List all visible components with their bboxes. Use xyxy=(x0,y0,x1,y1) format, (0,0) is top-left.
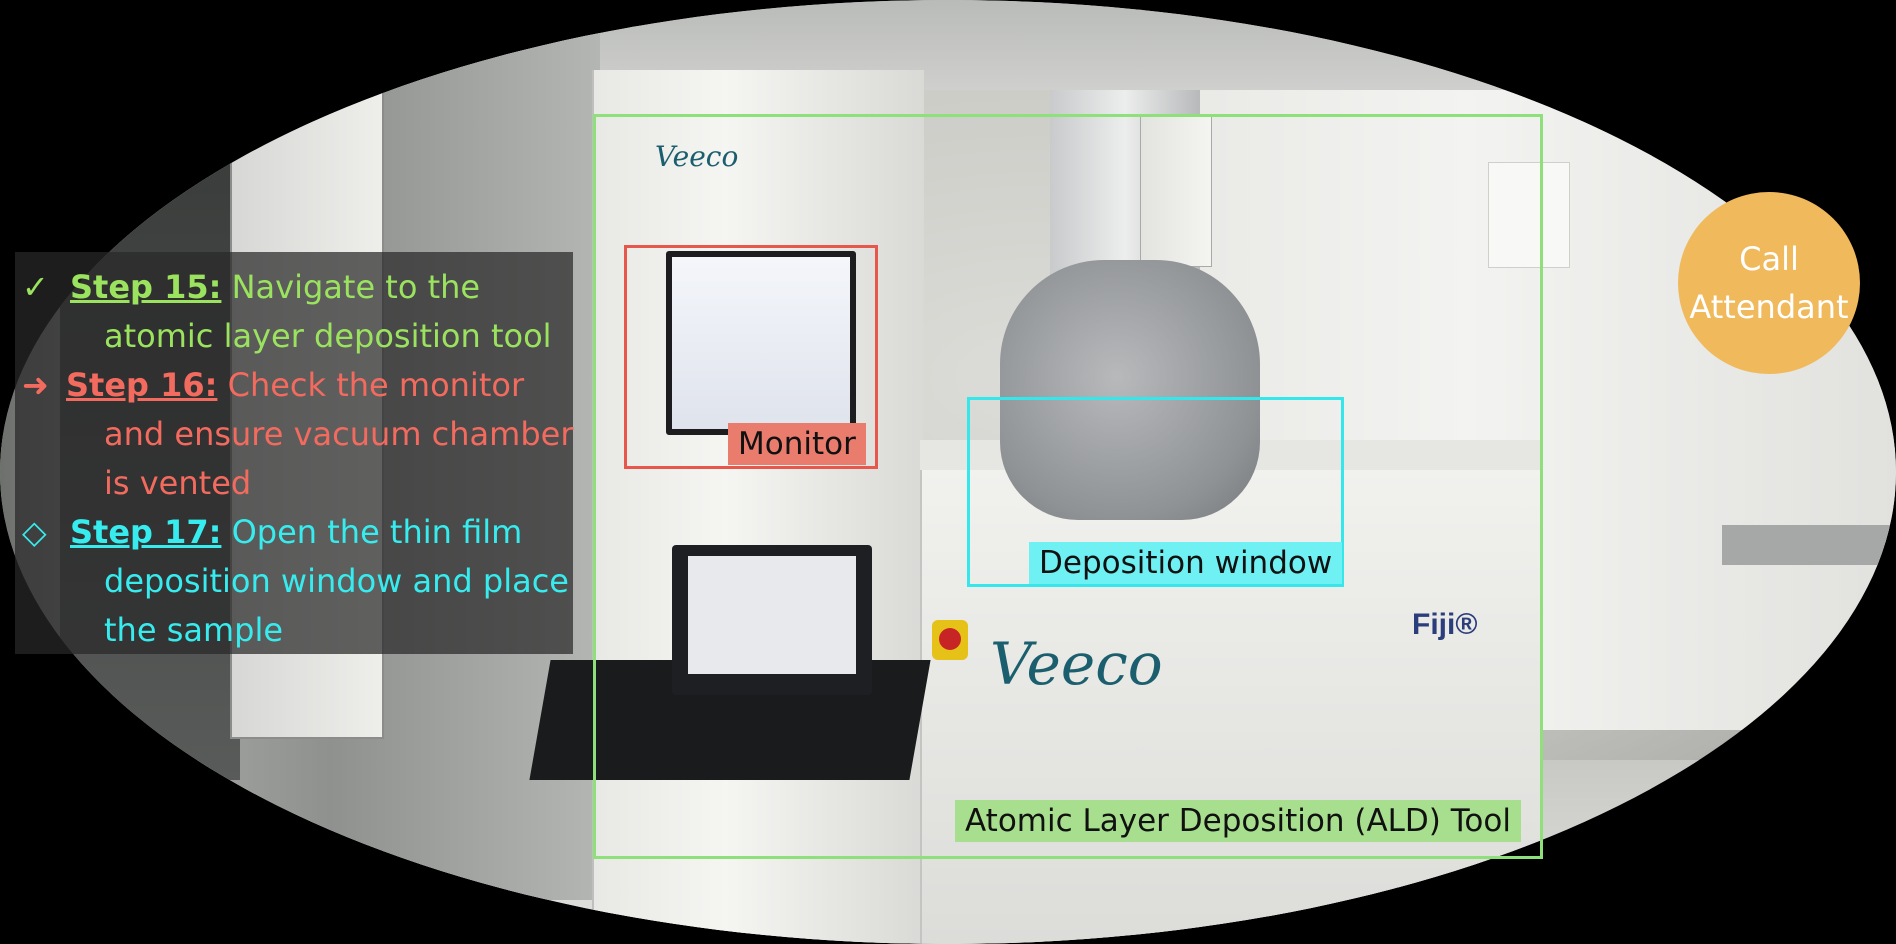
step-16-text-line3: is vented xyxy=(104,464,252,502)
vacuum-chamber xyxy=(1000,260,1260,520)
ald-tool-highlight-box[interactable] xyxy=(593,114,1543,859)
fiji-model-label: Fiji® xyxy=(1412,608,1478,641)
control-box xyxy=(1140,115,1212,267)
emergency-stop-button xyxy=(932,620,968,660)
veeco-logo-large: Veeco xyxy=(990,630,1163,698)
step-17: ◇ Step 17: Open the thin film deposition… xyxy=(22,508,569,655)
step-17-text-line3: the sample xyxy=(104,611,284,649)
step-17-text-line2: deposition window and place xyxy=(104,562,569,600)
diamond-icon: ◇ xyxy=(22,513,47,551)
step-16-text-line2: and ensure vacuum chamber xyxy=(104,415,574,453)
instruction-steps-panel xyxy=(15,252,573,654)
wall-notice-paper xyxy=(1488,162,1570,268)
step-15-text-line2: atomic layer deposition tool xyxy=(104,317,552,355)
step-15-heading: Step 15: xyxy=(70,268,222,306)
step-15: ✓ Step 15: Navigate to the atomic layer … xyxy=(22,263,552,361)
step-16: ➜ Step 16: Check the monitor and ensure … xyxy=(22,361,573,508)
step-16-heading: Step 16: xyxy=(66,366,218,404)
call-attendant-button[interactable]: Call Attendant xyxy=(1678,192,1860,374)
arrow-right-icon: ➜ xyxy=(22,366,49,404)
step-17-heading: Step 17: xyxy=(70,513,222,551)
steel-table xyxy=(1722,525,1896,565)
ald-control-column xyxy=(592,70,924,944)
ald-tool-label: Atomic Layer Deposition (ALD) Tool xyxy=(955,800,1521,842)
laptop-screen xyxy=(688,556,856,674)
call-attendant-label-line1: Call xyxy=(1739,240,1799,278)
deposition-window-label: Deposition window xyxy=(1029,542,1343,584)
step-15-text-line1: Navigate to the xyxy=(231,268,481,306)
step-17-text-line1: Open the thin film xyxy=(231,513,523,551)
step-16-text-line1: Check the monitor xyxy=(227,366,525,404)
deposition-window-highlight-box[interactable] xyxy=(967,397,1344,587)
veeco-logo-small: Veeco xyxy=(655,140,739,173)
monitor-label: Monitor xyxy=(728,423,866,465)
call-attendant-label-line2: Attendant xyxy=(1689,288,1849,326)
checkmark-icon: ✓ xyxy=(22,268,49,306)
monitor-highlight-box[interactable] xyxy=(624,245,878,469)
